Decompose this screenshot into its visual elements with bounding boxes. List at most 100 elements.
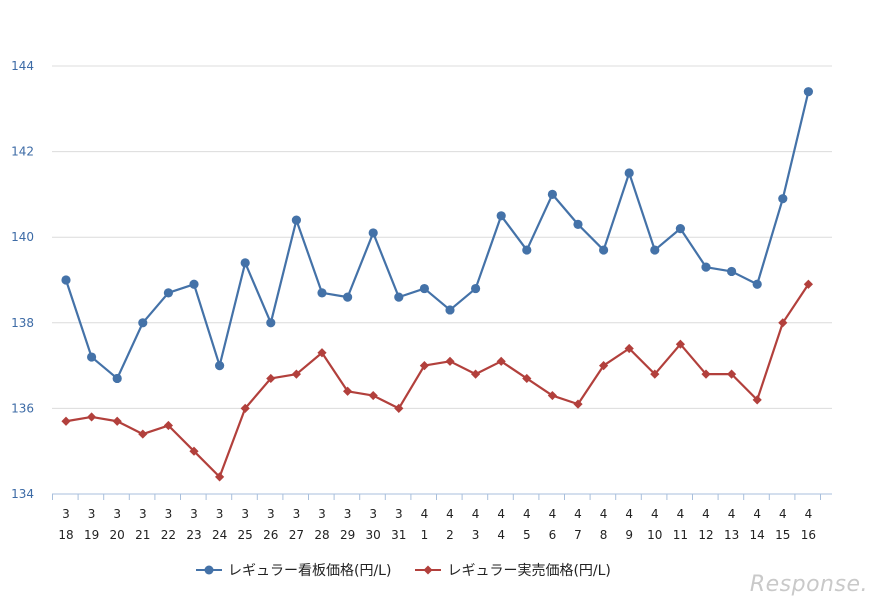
x-tick-label-month: 4: [753, 507, 761, 521]
x-tick-label-day: 28: [314, 528, 329, 542]
x-tick-label-month: 4: [625, 507, 633, 521]
data-point: [61, 275, 71, 285]
x-tick-label-day: 22: [161, 528, 176, 542]
data-point: [496, 356, 506, 366]
x-tick-label-month: 3: [369, 507, 377, 521]
x-tick-label-month: 4: [446, 507, 454, 521]
data-point: [112, 373, 122, 384]
x-tick-label-month: 3: [113, 507, 121, 521]
data-point: [727, 369, 737, 379]
data-point: [650, 245, 660, 255]
x-tick-label-day: 4: [497, 528, 505, 542]
data-point: [87, 352, 97, 362]
x-tick-label-month: 3: [318, 507, 326, 521]
data-point: [471, 283, 481, 294]
data-point: [317, 348, 327, 358]
x-tick-label-day: 10: [647, 528, 662, 542]
data-point: [368, 390, 378, 401]
watermark-logo: Response.: [749, 572, 868, 597]
x-tick-label-month: 4: [702, 507, 710, 521]
y-tick-label: 134: [11, 487, 34, 501]
grid-lines: [52, 65, 832, 409]
x-tick-label-day: 15: [775, 528, 790, 542]
data-point: [445, 305, 455, 315]
x-tick-label-day: 5: [523, 528, 531, 542]
x-tick-label-month: 4: [651, 507, 659, 521]
data-point: [778, 194, 788, 204]
data-point: [138, 318, 148, 328]
data-point: [522, 373, 532, 384]
legend-label-series-2: レギュラー実売価格(円/L): [447, 563, 611, 579]
data-point: [317, 288, 327, 298]
x-tick-label-day: 3: [472, 528, 480, 542]
data-point: [650, 369, 660, 379]
x-tick-label-month: 4: [805, 507, 813, 521]
series-line: [64, 91, 810, 380]
x-tick-label-day: 7: [574, 528, 582, 542]
x-tick-label-day: 31: [391, 528, 406, 542]
data-point: [778, 318, 788, 328]
data-point: [701, 262, 711, 272]
data-point: [61, 416, 71, 426]
data-point: [138, 429, 148, 439]
x-axis: 3183193203213223233243253263273283293303…: [52, 493, 832, 542]
data-point: [803, 87, 814, 97]
data-point: [701, 369, 711, 379]
x-tick-label-month: 4: [728, 507, 736, 521]
x-tick-label-day: 8: [600, 528, 608, 542]
data-point: [752, 279, 762, 289]
x-tick-label-month: 3: [267, 507, 275, 521]
data-point: [419, 361, 429, 371]
x-tick-label-day: 30: [366, 528, 381, 542]
data-point: [573, 399, 583, 409]
data-point: [624, 343, 634, 354]
x-tick-label-day: 27: [289, 528, 304, 542]
x-tick-label-month: 3: [165, 507, 173, 521]
x-tick-label-month: 3: [344, 507, 352, 521]
x-tick-label-day: 12: [698, 528, 713, 542]
x-tick-label-day: 11: [673, 528, 688, 542]
data-point: [343, 386, 353, 396]
data-point: [752, 395, 762, 405]
x-tick-label-month: 4: [421, 507, 429, 521]
x-tick-label-day: 20: [110, 528, 125, 542]
y-axis-ticks: 134 136 138 140 142 144: [11, 59, 34, 501]
data-point: [445, 356, 455, 366]
data-point: [215, 472, 225, 482]
x-tick-label-day: 23: [186, 528, 201, 542]
x-tick-label-day: 13: [724, 528, 739, 542]
x-tick-label-month: 3: [293, 507, 301, 521]
data-point: [215, 361, 225, 371]
x-tick-label-month: 3: [241, 507, 249, 521]
x-tick-label-day: 24: [212, 528, 227, 542]
x-tick-label-day: 1: [421, 528, 429, 542]
x-tick-label-day: 2: [446, 528, 454, 542]
data-point: [163, 420, 173, 431]
x-tick-label-day: 18: [58, 528, 73, 542]
data-point: [624, 168, 634, 178]
x-tick-label-month: 3: [62, 507, 70, 521]
x-tick-label-month: 3: [395, 507, 403, 521]
y-tick-label: 136: [11, 401, 34, 415]
data-point: [189, 279, 199, 289]
legend-item-series-1: レギュラー看板価格(円/L): [196, 560, 391, 580]
x-tick-label-month: 4: [523, 507, 531, 521]
data-point: [368, 228, 378, 238]
legend-marker-circle-icon: [196, 565, 222, 575]
data-point: [727, 266, 737, 277]
data-point: [240, 403, 250, 413]
data-point: [573, 219, 583, 229]
data-point: [419, 283, 429, 294]
x-tick-label-day: 19: [84, 528, 99, 542]
legend-marker-diamond-icon: [415, 565, 442, 575]
x-tick-label-day: 9: [625, 528, 633, 542]
x-tick-label-month: 4: [574, 507, 582, 521]
y-tick-label: 144: [11, 59, 34, 73]
data-point: [599, 245, 609, 255]
data-point: [343, 292, 353, 302]
x-tick-label-month: 4: [549, 507, 557, 521]
data-point: [112, 416, 122, 426]
data-point: [189, 446, 199, 456]
legend: レギュラー看板価格(円/L) レギュラー実売価格(円/L): [196, 560, 611, 580]
x-tick-label-month: 3: [88, 507, 96, 521]
